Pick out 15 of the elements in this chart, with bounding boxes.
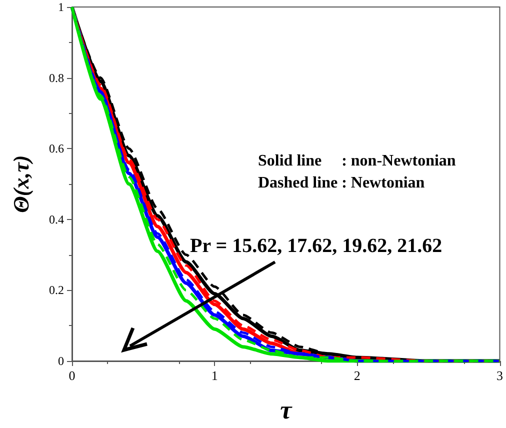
x-tick-label: 1 [211, 368, 218, 383]
y-tick-label: 0 [58, 354, 64, 368]
y-tick-label: 0.6 [49, 142, 64, 156]
annotation: Pr = 15.62, 17.62, 19.62, 21.62 [190, 235, 442, 257]
x-tick-label: 2 [354, 368, 360, 383]
y-axis-title: Θ(x,τ) [8, 155, 34, 213]
y-tick-label: 0.2 [49, 283, 64, 298]
x-tick-label: 0 [68, 368, 76, 383]
annotation: Solid line : non-Newtonian [258, 152, 456, 170]
x-tick-label: 3 [496, 368, 503, 383]
y-tick-label: 1 [58, 0, 64, 14]
annotation: Dashed line : Newtonian [258, 174, 425, 192]
x-axis-title: τ [280, 396, 294, 424]
y-tick-label: 0.8 [49, 70, 64, 85]
y-tick-label: 0.4 [49, 212, 64, 226]
